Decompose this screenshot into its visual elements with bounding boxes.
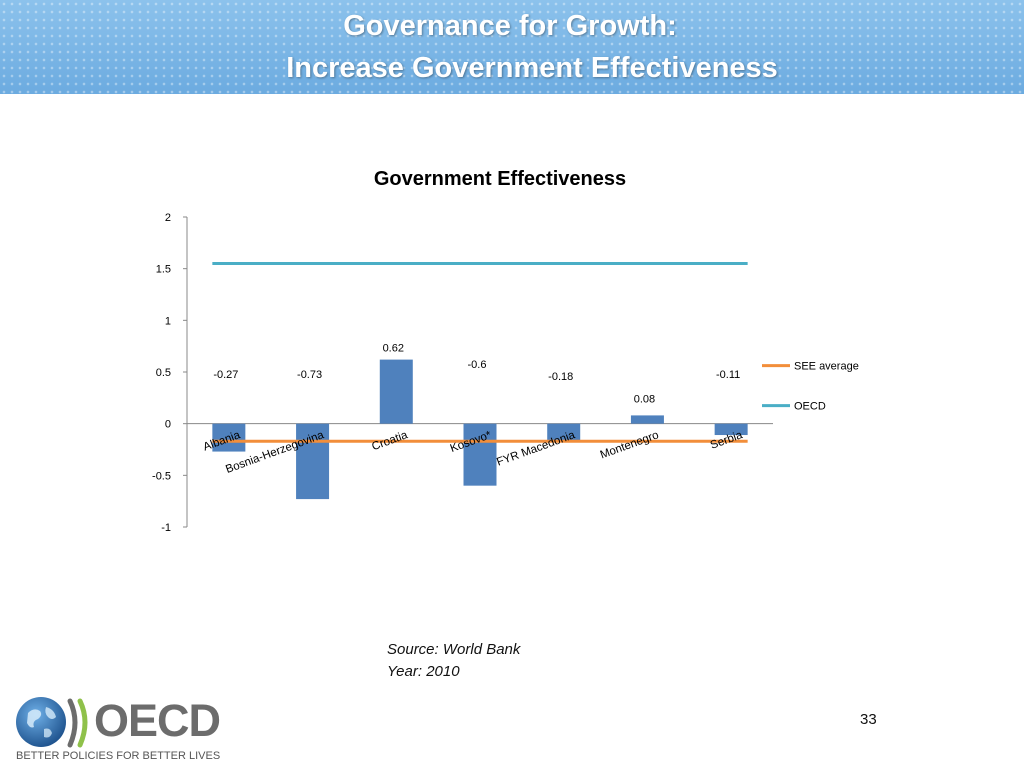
data-label: 0.62: [383, 343, 404, 355]
y-tick-label: -1: [161, 522, 171, 534]
y-tick-label: 1.5: [156, 264, 171, 276]
y-tick-label: 0: [165, 419, 171, 431]
legend-label: SEE average: [794, 361, 859, 373]
bar: [630, 415, 664, 424]
globe-icon: [16, 697, 88, 748]
bar: [547, 423, 581, 443]
category-label: FYR Macedonia: [495, 429, 577, 469]
government-effectiveness-chart: Government Effectiveness 2 1.5 1 0.5 0 -0.5 -1…: [152, 168, 859, 534]
y-tick-label: 0.5: [156, 367, 171, 379]
oecd-logo: OECD BETTER POLICIES FOR BETTER LIVES: [14, 695, 254, 765]
category-label: Montenegro: [599, 429, 661, 461]
category-label: Croatia: [370, 429, 410, 453]
oecd-wordmark: OECD: [94, 695, 221, 746]
bar: [379, 359, 413, 424]
bar: [463, 423, 497, 486]
bar: [714, 423, 748, 436]
y-tick-label: 2: [165, 212, 171, 224]
bar: [296, 423, 330, 500]
title-banner: Governance for Growth: Increase Governme…: [0, 0, 1024, 94]
y-tick-label: -0.5: [152, 470, 171, 482]
data-label: -0.6: [468, 359, 487, 371]
data-label: 0.08: [634, 393, 655, 405]
legend-label: OECD: [794, 401, 826, 413]
data-label: -0.18: [548, 371, 573, 383]
data-label: -0.11: [716, 369, 740, 381]
y-tick-label: 1: [165, 315, 171, 327]
slide-title-line2: Increase Government Effectiveness: [286, 52, 778, 84]
data-label: -0.73: [297, 369, 322, 381]
chart-title: Government Effectiveness: [374, 168, 626, 190]
slide-title-line1: Governance for Growth:: [343, 10, 677, 42]
data-label: -0.27: [213, 369, 238, 381]
year-line: Year: 2010: [387, 663, 460, 680]
oecd-tagline: BETTER POLICIES FOR BETTER LIVES: [16, 750, 221, 762]
source-line: Source: World Bank: [387, 641, 521, 658]
page-number: 33: [860, 711, 877, 728]
bar: [212, 423, 246, 452]
